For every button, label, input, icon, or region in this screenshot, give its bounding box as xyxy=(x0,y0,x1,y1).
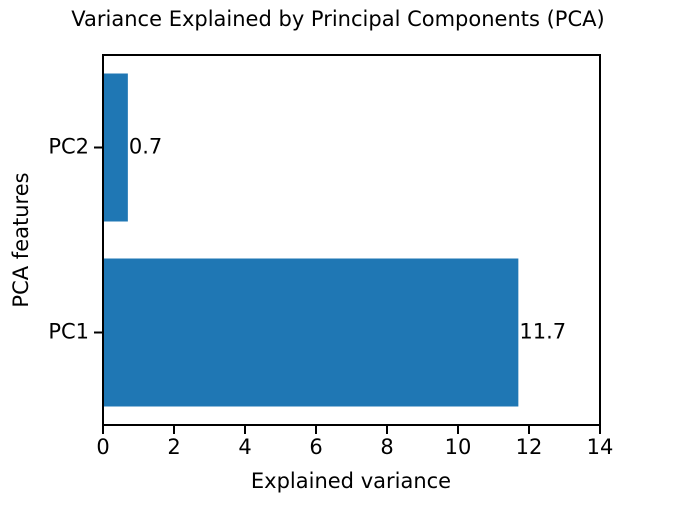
x-tick-label: 0 xyxy=(96,435,109,459)
x-tick-label: 14 xyxy=(587,435,614,459)
x-tick-label: 4 xyxy=(238,435,251,459)
x-axis-label: Explained variance xyxy=(251,469,451,493)
x-tick-label: 2 xyxy=(167,435,180,459)
x-tick-label: 6 xyxy=(309,435,322,459)
chart-title: Variance Explained by Principal Componen… xyxy=(71,7,604,31)
data-label: 0.7 xyxy=(129,135,162,159)
x-tick-label: 8 xyxy=(380,435,393,459)
bar xyxy=(103,73,128,222)
bar xyxy=(103,258,519,407)
y-tick-label: PC1 xyxy=(48,320,89,344)
x-tick-label: 10 xyxy=(445,435,472,459)
y-tick-label: PC2 xyxy=(48,135,89,159)
data-label: 11.7 xyxy=(519,320,566,344)
plot-frame xyxy=(102,54,601,426)
y-axis-label: PCA features xyxy=(9,172,33,307)
x-tick-label: 12 xyxy=(516,435,543,459)
